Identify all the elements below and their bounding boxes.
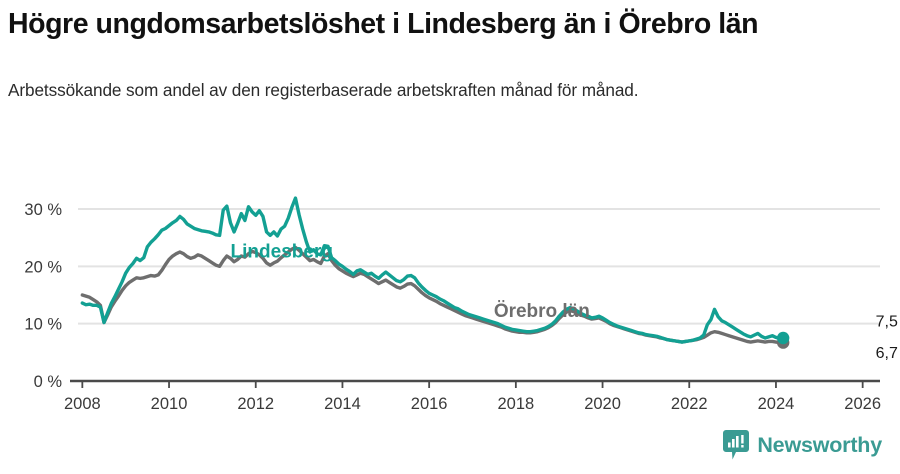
page-subtitle: Arbetssökande som andel av den registerb…: [8, 80, 639, 100]
y-tick-label-10: 10 %: [24, 316, 62, 334]
chart-svg: 0 % 10 % 20 % 30 % 2008 2010 2012 2014 2016 2018…: [24, 196, 900, 413]
x-tick-label-2018: 2018: [497, 395, 534, 413]
x-tick-label-2010: 2010: [151, 395, 188, 413]
x-tick-label-2026: 2026: [844, 395, 881, 413]
series-lines: [80, 196, 785, 345]
x-tick-label-2020: 2020: [584, 395, 621, 413]
newsworthy-bar-chart-bubble-icon: [723, 430, 750, 460]
lindesberg-inline-label: Lindesberg: [231, 242, 333, 263]
lindesberg-end-value: 7,5 %: [876, 314, 900, 331]
orebro-end-value: 6,7 %: [876, 345, 900, 362]
logo-wordmark: Newsworthy: [757, 432, 882, 457]
y-tick-label-20: 20 %: [24, 258, 62, 276]
x-tick-label-2024: 2024: [758, 395, 795, 413]
x-axis-tick-labels: 2008 2010 2012 2014 2016 2018 2020 2022 2024 2026: [64, 395, 881, 413]
y-axis-tick-labels: 0 % 10 % 20 % 30 %: [24, 201, 62, 391]
x-tick-label-2014: 2014: [324, 395, 361, 413]
x-tick-label-2008: 2008: [64, 395, 101, 413]
gridlines: [78, 208, 880, 325]
newsworthy-logo[interactable]: Newsworthy: [723, 430, 882, 460]
x-tick-label-2016: 2016: [411, 395, 448, 413]
chart-annotations: Lindesberg Örebro län 7,5 % 6,7 %: [231, 242, 900, 362]
y-tick-label-30: 30 %: [24, 201, 62, 219]
series-end-markers: [776, 331, 790, 349]
x-axis: [70, 379, 880, 388]
end-marker-lindesberg: [776, 331, 790, 345]
chart-footer: Newsworthy: [0, 428, 900, 468]
y-tick-label-0: 0 %: [34, 373, 63, 391]
page-title: Högre ungdomsarbetslöshet i Lindesberg ä…: [8, 8, 759, 40]
series-line-lindesberg: [80, 196, 785, 344]
x-tick-label-2022: 2022: [671, 395, 708, 413]
x-tick-label-2012: 2012: [237, 395, 274, 413]
line-chart: 0 % 10 % 20 % 30 % 2008 2010 2012 2014 2016 2018…: [0, 175, 900, 420]
orebro-inline-label: Örebro län: [494, 301, 590, 322]
